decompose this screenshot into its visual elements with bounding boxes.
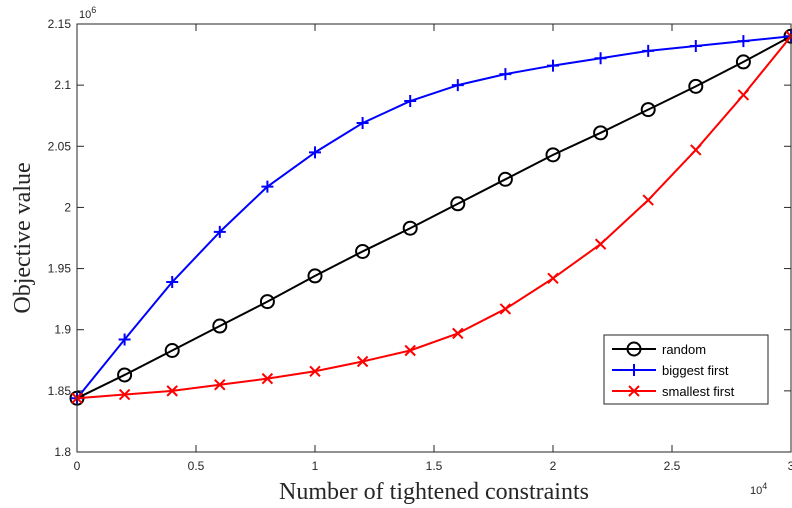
y-tick-label: 1.85 xyxy=(48,384,72,398)
data-point xyxy=(166,276,179,289)
data-point xyxy=(404,344,416,357)
legend-marker xyxy=(626,341,642,357)
x-tick-label: 1 xyxy=(312,459,319,473)
x-tick-label: 3 xyxy=(788,459,792,473)
y-axis-ticks: 1.8 1.85 1.9 1.95 2 2.05 2.1 2.15 xyxy=(48,17,791,459)
data-point xyxy=(309,146,321,159)
x-axis-title: Number of tightened constraints xyxy=(279,479,589,505)
legend-label: random xyxy=(662,342,706,357)
data-point xyxy=(164,343,180,359)
data-point xyxy=(212,318,228,334)
data-point xyxy=(307,268,323,284)
x-exponent-label: 104 xyxy=(750,481,767,497)
x-exponent-base: 10 xyxy=(750,485,762,497)
data-point xyxy=(118,333,131,346)
data-point xyxy=(261,372,274,385)
data-point xyxy=(117,367,133,383)
data-point xyxy=(356,117,369,130)
data-point xyxy=(309,365,321,377)
series-smallest-first xyxy=(71,30,792,404)
y-tick-label: 1.8 xyxy=(54,445,71,459)
data-point xyxy=(214,379,226,391)
data-point xyxy=(642,44,655,57)
data-point xyxy=(259,294,275,310)
x-tick-label: 1.5 xyxy=(426,459,443,473)
series-line xyxy=(76,35,792,399)
y-exponent-label: 106 xyxy=(79,5,96,21)
y-exponent-power: 6 xyxy=(91,5,96,15)
data-point xyxy=(547,272,559,285)
y-tick-label: 2 xyxy=(64,200,71,214)
legend-marker xyxy=(628,385,640,397)
data-point xyxy=(450,196,466,212)
x-exponent-power: 4 xyxy=(762,481,767,491)
data-point xyxy=(689,40,702,53)
x-tick-label: 2 xyxy=(550,459,557,473)
data-point xyxy=(356,355,369,368)
data-point xyxy=(499,68,512,81)
data-point xyxy=(261,180,274,193)
y-axis-title: Objective value xyxy=(10,162,36,313)
y-tick-label: 1.9 xyxy=(54,323,71,337)
data-point xyxy=(213,225,226,238)
legend-label: smallest first xyxy=(662,384,735,399)
series-biggest-first xyxy=(71,30,792,405)
data-point xyxy=(594,238,607,250)
data-point xyxy=(547,59,559,72)
data-point xyxy=(497,171,513,187)
data-point xyxy=(402,220,418,236)
y-exponent-base: 10 xyxy=(79,9,91,21)
plot-frame xyxy=(76,23,792,453)
series-layer xyxy=(69,28,792,406)
legend: random biggest first smallest first xyxy=(603,334,769,405)
data-point xyxy=(404,95,417,108)
x-tick-label: 2.5 xyxy=(664,459,681,473)
y-tick-label: 2.15 xyxy=(48,17,72,31)
data-point xyxy=(642,194,654,206)
x-tick-label: 0.5 xyxy=(188,459,205,473)
data-point xyxy=(499,303,512,315)
data-point xyxy=(735,54,751,70)
data-point xyxy=(451,79,464,92)
data-point xyxy=(688,78,704,94)
data-point xyxy=(737,35,750,48)
data-point xyxy=(690,144,702,156)
data-point xyxy=(166,385,178,397)
data-point xyxy=(118,388,131,401)
data-point xyxy=(452,327,464,340)
data-point xyxy=(594,52,607,65)
data-point xyxy=(737,89,750,101)
y-tick-label: 2.1 xyxy=(54,78,71,92)
x-tick-label: 0 xyxy=(74,459,81,473)
series-line xyxy=(76,35,792,400)
y-tick-label: 1.95 xyxy=(48,262,72,276)
data-point xyxy=(545,147,561,163)
legend-label: biggest first xyxy=(662,363,729,378)
legend-marker xyxy=(628,364,640,376)
data-point xyxy=(640,102,656,118)
y-tick-label: 2.05 xyxy=(48,139,72,153)
data-point xyxy=(593,125,609,141)
data-point xyxy=(355,243,371,259)
series-line xyxy=(76,35,792,400)
